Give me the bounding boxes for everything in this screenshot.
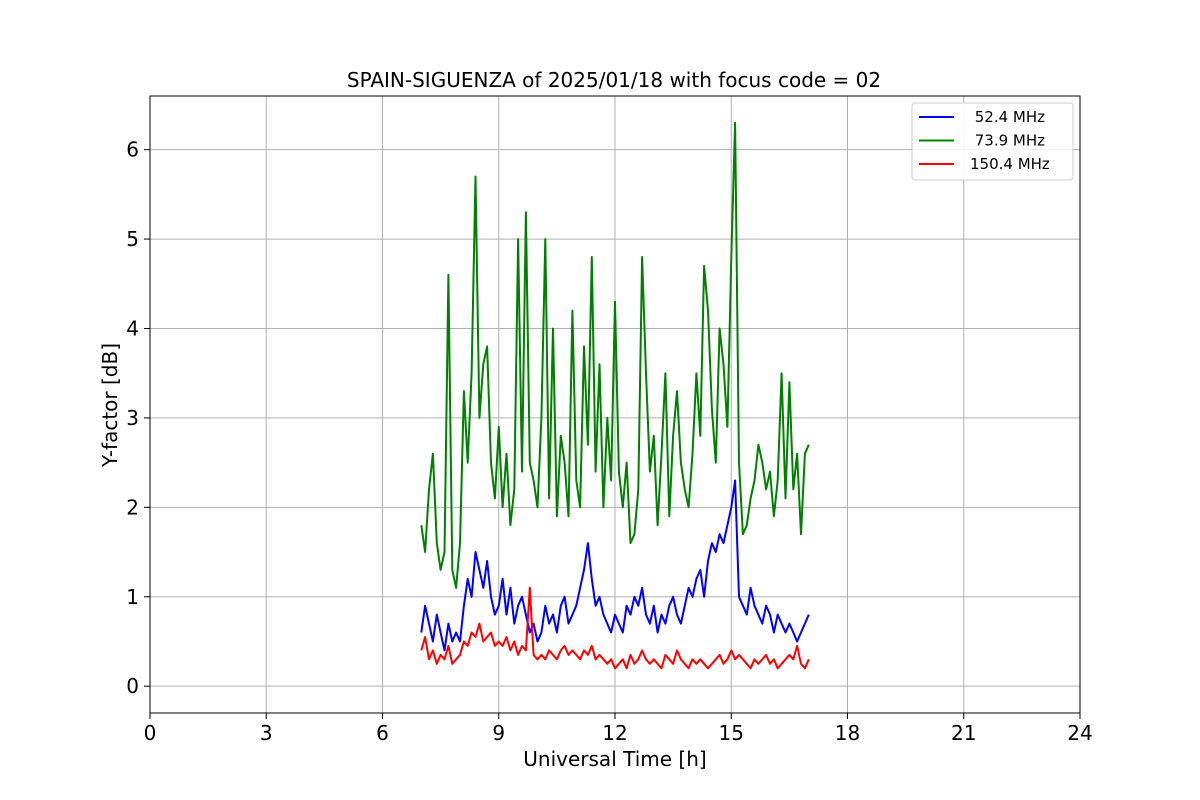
legend-entry: 73.9 MHz [970,132,1045,150]
y-tick-label: 2 [126,495,139,519]
series-lines [420,121,810,670]
x-tick-label: 9 [492,721,505,745]
chart-title: SPAIN-SIGUENZA of 2025/01/18 with focus … [347,68,881,92]
y-tick-label: 5 [126,227,139,251]
series-line-0 [420,479,810,652]
legend-box [911,102,1074,181]
y-tick-label: 0 [126,674,139,698]
legend-entry: 150.4 MHz [970,155,1050,173]
legend: 52.4 MHz 73.9 MHz 150.4 MHz [911,102,1074,181]
x-tick-label: 6 [376,721,389,745]
x-tick-label: 18 [835,721,860,745]
y-axis-label: Y-factor [dB] [98,343,122,468]
y-tick-label: 6 [126,138,139,162]
y-tick-label: 1 [126,585,139,609]
x-axis-label: Universal Time [h] [523,747,706,771]
y-tick-label: 3 [126,406,139,430]
x-tick-label: 15 [719,721,744,745]
x-tick-label: 12 [602,721,627,745]
series-line-1 [420,121,810,589]
y-tick-label: 4 [126,316,139,340]
legend-entry: 52.4 MHz [970,108,1045,126]
x-tick-label: 0 [144,721,157,745]
series-line-2 [420,586,810,670]
x-tick-label: 21 [951,721,976,745]
x-tick-label: 3 [260,721,273,745]
x-tick-label: 24 [1067,721,1092,745]
